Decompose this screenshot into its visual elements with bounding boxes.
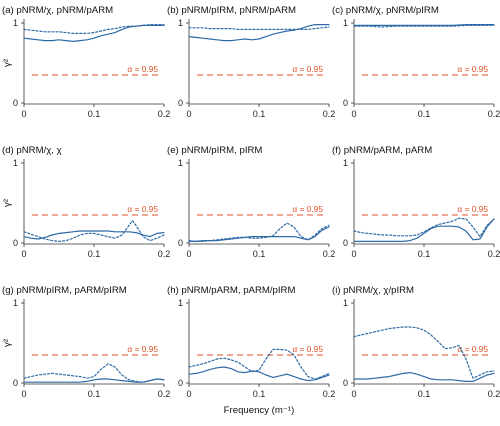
series-line-dotted [353,217,495,238]
series-line-solid [188,226,330,242]
series-line-dotted [188,348,330,380]
series-line-dotted [23,363,165,383]
significance-label: α = 0.95 [127,64,158,74]
series-line-dotted [23,24,165,34]
x-tick-label: 0.2 [323,109,336,119]
x-tick-label: 0 [351,389,356,399]
series-line-solid [353,24,495,26]
series-line-dotted [188,222,330,242]
x-tick-label: 0.2 [488,249,500,259]
significance-label: α = 0.95 [127,344,158,354]
x-tick-label: 0 [21,389,26,399]
y-axis-label: γ² [2,338,13,347]
x-tick-label: 0.2 [158,249,171,259]
y-tick-label: 1 [343,298,348,308]
x-tick-label: 0 [21,249,26,259]
panel-title: (d) pNRM/χ, χ [2,145,62,156]
series-line-dotted [23,220,165,242]
x-tick-label: 0 [351,249,356,259]
y-tick-label: 1 [13,18,18,28]
panel-g: (g) pNRM/pIRM, pARM/pIRM 0 1 0 0.1 0.2 γ² α = 0… [2,285,170,399]
y-tick-label: 0 [178,238,183,248]
series-line-dotted [188,26,330,30]
panel-f: (f) pNRM/pARM, pARM 0 1 0 0.1 0.2 α = 0.95 [332,145,500,259]
y-axis-label: γ² [2,58,13,67]
panel-title: (b) pNRM/pIRM, pNRM/pARM [167,5,296,16]
y-tick-label: 0 [13,98,18,108]
significance-label: α = 0.95 [292,64,323,74]
panel-a: (a) pNRM/χ, pNRM/pARM 0 1 0 0.1 0.2 γ² α = 0.95 [2,5,170,119]
y-tick-label: 1 [13,298,18,308]
y-tick-label: 0 [343,378,348,388]
x-tick-label: 0.1 [418,389,431,399]
x-tick-label: 0 [186,109,191,119]
x-tick-label: 0.2 [158,389,171,399]
y-tick-label: 0 [13,238,18,248]
x-tick-label: 0.2 [488,389,500,399]
series-line-solid [23,24,165,42]
x-tick-label: 0 [351,109,356,119]
x-tick-label: 0.2 [323,389,336,399]
y-tick-label: 1 [13,158,18,168]
panel-title: (c) pNRM/χ, pNRM/pIRM [332,5,439,16]
significance-label: α = 0.95 [457,64,488,74]
y-tick-label: 0 [343,98,348,108]
series-line-solid [188,366,330,382]
significance-label: α = 0.95 [292,344,323,354]
panel-b: (b) pNRM/pIRM, pNRM/pARM 0 1 0 0.1 0.2 α = 0.9… [167,5,335,119]
series-line-dotted [353,326,495,379]
y-tick-label: 0 [13,378,18,388]
x-tick-label: 0 [186,249,191,259]
series-line-solid [23,230,165,240]
panel-title: (i) pNRM/χ, χ/pIRM [332,285,414,296]
panel-e: (e) pNRM/pIRM, pIRM 0 1 0 0.1 0.2 α = 0.95 [167,145,335,259]
y-tick-label: 0 [178,378,183,388]
panel-c: (c) pNRM/χ, pNRM/pIRM 0 1 0 0.1 0.2 α = 0.95 [332,5,500,119]
x-tick-label: 0.1 [253,389,266,399]
x-tick-label: 0.2 [158,109,171,119]
x-tick-label: 0.1 [88,249,101,259]
series-line-solid [23,378,165,383]
x-tick-label: 0.2 [488,109,500,119]
significance-label: α = 0.95 [457,344,488,354]
y-tick-label: 1 [343,18,348,28]
series-line-solid [353,372,495,382]
x-tick-label: 0 [21,109,26,119]
series-line-solid [188,24,330,42]
panel-h: (h) pNRM/pARM, pARM/pIRM 0 1 0 0.1 0.2 Frequen… [167,285,335,416]
x-tick-label: 0 [186,389,191,399]
y-tick-label: 1 [178,298,183,308]
significance-label: α = 0.95 [127,204,158,214]
panel-title: (f) pNRM/pARM, pARM [332,145,432,156]
series-line-dotted [353,24,495,28]
y-tick-label: 0 [178,98,183,108]
x-tick-label: 0.1 [88,389,101,399]
significance-label: α = 0.95 [292,204,323,214]
panel-title: (e) pNRM/pIRM, pIRM [167,145,262,156]
panel-title: (h) pNRM/pARM, pARM/pIRM [167,285,295,296]
x-tick-label: 0.1 [418,249,431,259]
y-tick-label: 0 [343,238,348,248]
y-tick-label: 1 [178,18,183,28]
x-tick-label: 0.1 [253,109,266,119]
x-tick-label: 0.1 [88,109,101,119]
x-tick-label: 0.2 [323,249,336,259]
x-tick-label: 0.1 [253,249,266,259]
series-line-solid [353,218,495,242]
panel-title: (a) pNRM/χ, pNRM/pARM [2,5,113,16]
y-tick-label: 1 [178,158,183,168]
panel-title: (g) pNRM/pIRM, pARM/pIRM [2,285,127,296]
x-axis-label: Frequency (m⁻¹) [224,405,295,416]
x-tick-label: 0.1 [418,109,431,119]
y-tick-label: 1 [343,158,348,168]
significance-label: α = 0.95 [457,204,488,214]
y-axis-label: γ² [2,198,13,207]
panel-i: (i) pNRM/χ, χ/pIRM 0 1 0 0.1 0.2 α = 0.95 [332,285,500,399]
panel-d: (d) pNRM/χ, χ 0 1 0 0.1 0.2 γ² α = 0.95 [2,145,170,259]
